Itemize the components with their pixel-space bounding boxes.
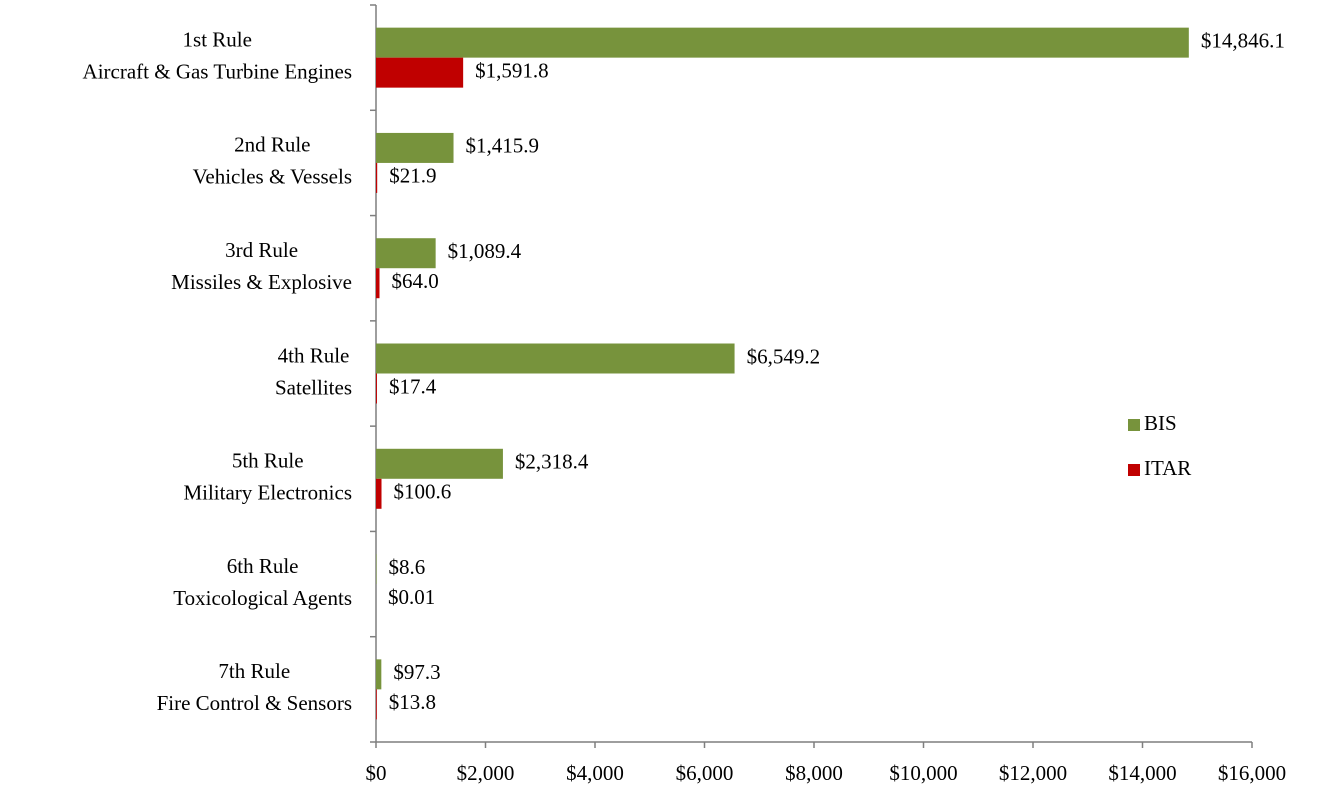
x-tick-label: $6,000 <box>676 761 734 785</box>
bar <box>376 238 436 269</box>
value-label: $2,318.4 <box>515 450 589 474</box>
value-label: $64.0 <box>392 269 439 293</box>
x-tick-label: $16,000 <box>1218 761 1286 785</box>
category-label: 6th Rule <box>227 554 299 578</box>
bar <box>376 132 454 163</box>
legend-swatch <box>1128 464 1140 476</box>
value-label: $1,415.9 <box>466 134 539 158</box>
x-tick-label: $0 <box>366 761 387 785</box>
x-tick-label: $8,000 <box>785 761 843 785</box>
x-tick-label: $14,000 <box>1108 761 1176 785</box>
value-label: $6,549.2 <box>747 344 821 368</box>
x-tick-label: $4,000 <box>566 761 624 785</box>
bar <box>376 162 378 193</box>
legend-swatch <box>1128 419 1140 431</box>
value-label: $97.3 <box>393 660 440 684</box>
category-label: Fire Control & Sensors <box>157 691 352 715</box>
bar <box>376 478 382 509</box>
value-label: $1,591.8 <box>475 58 549 82</box>
bar <box>376 57 464 88</box>
value-label: $13.8 <box>389 690 436 714</box>
bar <box>376 373 377 404</box>
category-label: 5th Rule <box>232 449 304 473</box>
x-tick-label: $10,000 <box>889 761 957 785</box>
legend-label: ITAR <box>1144 456 1191 480</box>
bar <box>376 27 1189 58</box>
bar <box>376 659 382 690</box>
bar <box>376 448 503 479</box>
value-label: $0.01 <box>388 585 435 609</box>
value-label: $100.6 <box>394 480 452 504</box>
category-label: 7th Rule <box>218 659 290 683</box>
category-label: 1st Rule <box>183 27 252 51</box>
value-label: $1,089.4 <box>448 239 522 263</box>
x-tick-label: $2,000 <box>457 761 515 785</box>
value-label: $8.6 <box>388 555 425 579</box>
legend-label: BIS <box>1144 411 1177 435</box>
category-label: Missiles & Explosive <box>171 270 352 294</box>
category-label: Toxicological Agents <box>173 586 352 610</box>
category-label: 2nd Rule <box>234 133 310 157</box>
bar <box>376 268 380 299</box>
value-label: $17.4 <box>389 374 437 398</box>
bar <box>376 689 377 720</box>
category-label: 4th Rule <box>278 343 350 367</box>
category-label: 3rd Rule <box>225 238 298 262</box>
x-tick-label: $12,000 <box>999 761 1067 785</box>
value-label: $21.9 <box>389 164 436 188</box>
value-label: $14,846.1 <box>1201 28 1285 52</box>
bar <box>376 343 735 374</box>
category-label: Military Electronics <box>183 481 352 505</box>
category-label: Vehicles & Vessels <box>193 165 352 189</box>
category-label: Satellites <box>275 375 352 399</box>
category-label: Aircraft & Gas Turbine Engines <box>83 59 352 83</box>
